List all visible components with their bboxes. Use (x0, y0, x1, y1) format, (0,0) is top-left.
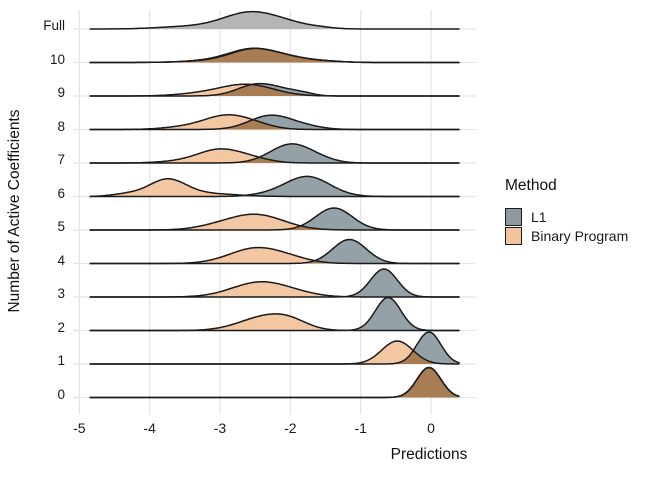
y-tick-label: 5 (57, 219, 65, 234)
density-fill-full (90, 11, 459, 29)
y-tick-label: 2 (57, 319, 65, 335)
x-tick-label: -4 (143, 420, 156, 436)
y-tick-label: 3 (57, 286, 65, 301)
legend: Method L1 Binary Program (505, 177, 628, 246)
legend-item-label: Binary Program (531, 228, 629, 245)
y-tick-label: 7 (57, 152, 65, 167)
density-outline-l1 (89, 238, 460, 265)
density-outline-full (89, 10, 460, 30)
y-tick-label: 4 (57, 252, 65, 268)
x-tick-label: -3 (213, 420, 227, 436)
y-tick-label: 8 (57, 118, 65, 134)
density-fill-l1 (90, 297, 459, 331)
density-fill-l1 (90, 269, 459, 297)
y-tick-label: 6 (57, 185, 65, 201)
density-outline-l1 (89, 296, 460, 332)
density-fill-l1 (90, 367, 459, 398)
legend-swatch-l1 (505, 207, 522, 226)
density-fill-l1 (90, 115, 459, 130)
legend-items: L1 Binary Program (505, 207, 628, 246)
density-outline-l1 (89, 331, 460, 365)
density-outline-l1 (89, 114, 460, 131)
legend-item: Binary Program (505, 227, 628, 247)
x-tick-label: -5 (73, 420, 86, 436)
density-outline-l1 (89, 175, 460, 198)
legend-swatch-bp (505, 227, 522, 246)
density-fill-bp (90, 247, 459, 264)
density-outline-l1 (89, 366, 460, 399)
density-outline-l1 (89, 207, 460, 231)
density-fill-bp (90, 313, 459, 331)
x-tick-label: 0 (427, 420, 435, 436)
density-fill-bp (90, 148, 459, 163)
legend-title: Method (505, 177, 557, 194)
legend-item-label: L1 (531, 208, 547, 225)
density-outline-l1 (89, 143, 460, 164)
density-outline-bp (89, 366, 460, 399)
y-tick-label: 9 (57, 85, 65, 100)
density-fill-overlap (90, 367, 459, 398)
density-outline-l1 (89, 47, 460, 64)
legend-item: L1 (505, 207, 628, 227)
density-outline-l1 (89, 82, 460, 97)
x-tick-label: -2 (284, 420, 297, 436)
density-fill-bp (90, 214, 459, 230)
x-axis-title: Predictions (390, 446, 468, 463)
density-fill-overlap (90, 48, 459, 63)
density-fill-overlap (90, 84, 459, 96)
y-axis-title: Number of Active Coefficients (6, 109, 23, 313)
density-fill-l1 (90, 239, 459, 264)
x-tick-label: -1 (354, 420, 367, 436)
density-fill-l1 (90, 143, 459, 163)
y-tick-label: 1 (57, 353, 65, 368)
density-fill-bp (90, 367, 459, 398)
density-fill-l1 (90, 176, 459, 197)
density-fill-overlap (90, 351, 459, 364)
density-outline-l1 (89, 268, 460, 298)
density-fill-overlap (90, 119, 459, 130)
y-tick-label: Full (43, 18, 65, 33)
density-fill-overlap (90, 157, 459, 163)
y-tick-label: 10 (49, 51, 65, 67)
y-tick-label: 0 (57, 386, 65, 402)
density-fill-bp (90, 281, 459, 297)
